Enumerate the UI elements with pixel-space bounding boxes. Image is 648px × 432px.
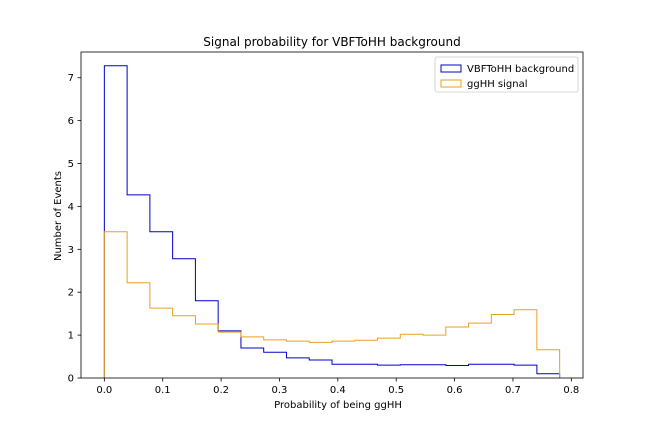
legend-swatch-2 <box>440 79 462 88</box>
y-tick-label: 2 <box>68 288 74 299</box>
x-tick-label: 0.1 <box>155 385 171 396</box>
y-tick-label: 4 <box>68 202 74 213</box>
x-tick-label: 0.6 <box>447 385 463 396</box>
x-tick-label: 0.5 <box>388 385 404 396</box>
x-tick-label: 0.7 <box>505 385 521 396</box>
y-tick-label: 6 <box>68 116 74 127</box>
axes-frame <box>80 51 584 379</box>
legend: VBFToHH background ggHH signal <box>434 56 579 93</box>
legend-label-2: ggHH signal <box>467 79 528 90</box>
legend-swatch-1 <box>440 64 462 73</box>
y-tick-label: 7 <box>68 73 74 84</box>
plot-area <box>103 65 561 378</box>
x-tick-label: 0.2 <box>213 385 229 396</box>
x-axis: 0.0 0.1 0.2 0.3 0.4 0.5 0.6 0.7 0.8 <box>96 378 579 396</box>
x-tick-label: 0.8 <box>563 385 579 396</box>
y-tick-label: 0 <box>68 374 74 385</box>
x-tick-label: 0.3 <box>272 385 288 396</box>
y-axis: 0 1 2 3 4 5 6 7 <box>68 73 81 385</box>
legend-box <box>434 56 579 93</box>
chart-title: Signal probability for VBFToHH backgroun… <box>203 35 460 49</box>
legend-label-1: VBFToHH background <box>467 64 574 75</box>
y-tick-label: 3 <box>68 245 74 256</box>
y-axis-label: Number of Events <box>53 171 64 261</box>
x-tick-label: 0.0 <box>96 385 112 396</box>
x-tick-label: 0.4 <box>330 385 346 396</box>
histogram-series-1 <box>103 65 561 378</box>
histogram-series-2 <box>103 231 561 378</box>
y-tick-label: 1 <box>68 331 74 342</box>
x-axis-label: Probability of being ggHH <box>274 400 402 411</box>
y-tick-label: 5 <box>68 159 74 170</box>
